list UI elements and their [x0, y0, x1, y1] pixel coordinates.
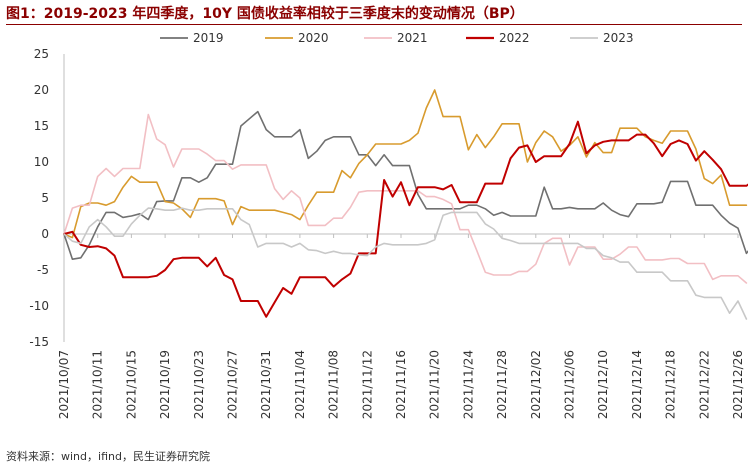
x-tick-label: 2021/11/28	[495, 350, 509, 419]
x-tick-label: 2021/12/22	[697, 350, 711, 419]
legend-label-2019: 2019	[193, 31, 224, 45]
y-tick-label: -10	[29, 299, 49, 313]
legend-label-2021: 2021	[397, 31, 428, 45]
x-tick-label: 2021/12/06	[563, 350, 577, 419]
chart-series	[63, 89, 748, 320]
chart-title: 图1：2019-2023 年四季度，10Y 国债收益率相较于三季度末的变动情况（…	[6, 6, 524, 22]
y-tick-label: 20	[34, 83, 49, 97]
x-tick-label: 2021/11/20	[428, 350, 442, 419]
series-line-2023	[63, 207, 748, 320]
x-tick-label: 2021/10/31	[259, 350, 273, 419]
chart-legend: 2019 2020 2021 2022 2023	[160, 31, 634, 45]
series-line-2021	[63, 113, 748, 284]
x-tick-label: 2021/11/16	[394, 350, 408, 419]
x-tick-label: 2021/10/07	[57, 350, 71, 419]
x-tick-label: 2021/12/26	[731, 350, 745, 419]
x-tick-label: 2021/10/15	[124, 350, 138, 419]
series-line-2019	[63, 110, 748, 261]
x-tick-label: 2021/12/02	[529, 350, 543, 419]
x-tick-label: 2021/10/11	[91, 350, 105, 419]
x-tick-label: 2021/11/08	[327, 350, 341, 419]
y-tick-label: 5	[41, 191, 49, 205]
series-line-2022	[63, 120, 748, 318]
x-tick-label: 2021/11/12	[360, 350, 374, 419]
legend-label-2022: 2022	[499, 31, 530, 45]
source-note: 资料来源：wind，ifind，民生证券研究院	[6, 450, 210, 463]
y-tick-label: 15	[34, 119, 49, 133]
y-tick-label: 25	[34, 47, 49, 61]
x-tick-label: 2021/12/18	[664, 350, 678, 419]
x-tick-label: 2021/10/27	[226, 350, 240, 419]
x-tick-label: 2021/11/04	[293, 350, 307, 419]
x-tick-label: 2021/12/14	[630, 350, 644, 419]
x-tick-label: 2021/10/23	[192, 350, 206, 419]
y-tick-label: -5	[37, 263, 49, 277]
legend-label-2020: 2020	[298, 31, 329, 45]
x-tick-label: 2021/11/24	[461, 350, 475, 419]
y-tick-label: 0	[41, 227, 49, 241]
y-tick-label: -15	[29, 335, 49, 349]
y-tick-label: 10	[34, 155, 49, 169]
x-tick-label: 2021/10/19	[158, 350, 172, 419]
legend-label-2023: 2023	[603, 31, 634, 45]
title-divider	[6, 24, 742, 25]
chart-axes: -15 -10 -5 0 5 10 15 20 25 2021/10/07 2021/10/11 20…	[29, 47, 745, 419]
series-line-2020	[63, 89, 748, 239]
x-tick-label: 2021/12/10	[596, 350, 610, 419]
